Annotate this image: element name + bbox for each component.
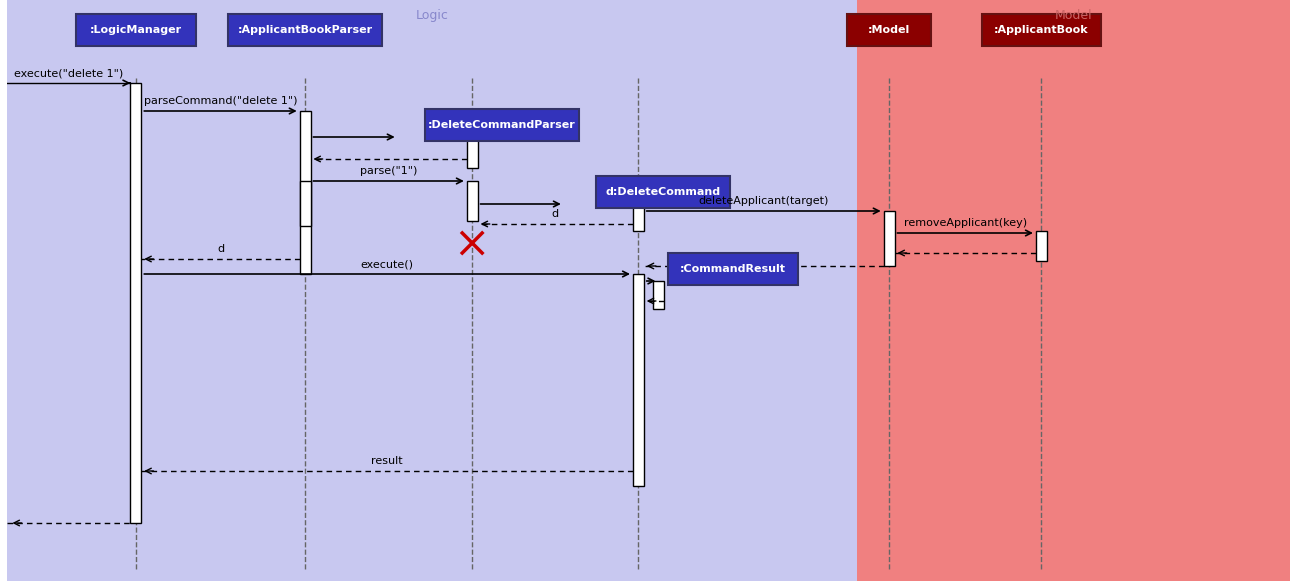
Text: Logic: Logic — [415, 9, 449, 22]
Text: execute("delete 1"): execute("delete 1") — [14, 68, 123, 78]
Text: result: result — [372, 456, 402, 466]
Text: d: d — [552, 209, 559, 219]
Bar — [228, 14, 382, 46]
Bar — [633, 274, 644, 486]
Text: d: d — [217, 244, 224, 254]
Bar — [299, 181, 311, 226]
Text: :ApplicantBook: :ApplicantBook — [995, 25, 1089, 35]
Bar — [668, 253, 797, 285]
Text: :Model: :Model — [868, 25, 911, 35]
Bar — [982, 14, 1100, 46]
Text: :ApplicantBookParser: :ApplicantBookParser — [237, 25, 373, 35]
Bar — [76, 14, 196, 46]
Text: :DeleteCommandParser: :DeleteCommandParser — [428, 120, 575, 130]
Bar — [596, 176, 730, 208]
Bar — [633, 204, 644, 231]
Text: parseCommand("delete 1"): parseCommand("delete 1") — [143, 96, 297, 106]
Text: Model: Model — [1055, 9, 1093, 22]
Bar — [424, 109, 579, 141]
Text: :CommandResult: :CommandResult — [680, 264, 786, 274]
Text: deleteApplicant(target): deleteApplicant(target) — [698, 196, 829, 206]
Bar — [6, 0, 858, 581]
Bar — [846, 14, 931, 46]
Text: d:DeleteCommand: d:DeleteCommand — [605, 187, 721, 197]
Bar — [467, 181, 477, 221]
Bar — [884, 211, 894, 266]
Text: parse("1"): parse("1") — [360, 166, 417, 176]
Bar — [653, 281, 664, 309]
Bar — [130, 83, 142, 523]
Bar — [858, 0, 1290, 581]
Bar — [299, 111, 311, 274]
Text: :LogicManager: :LogicManager — [90, 25, 182, 35]
Bar — [1036, 231, 1046, 261]
Text: execute(): execute() — [361, 259, 414, 269]
Bar — [467, 137, 477, 168]
Text: removeApplicant(key): removeApplicant(key) — [903, 218, 1027, 228]
